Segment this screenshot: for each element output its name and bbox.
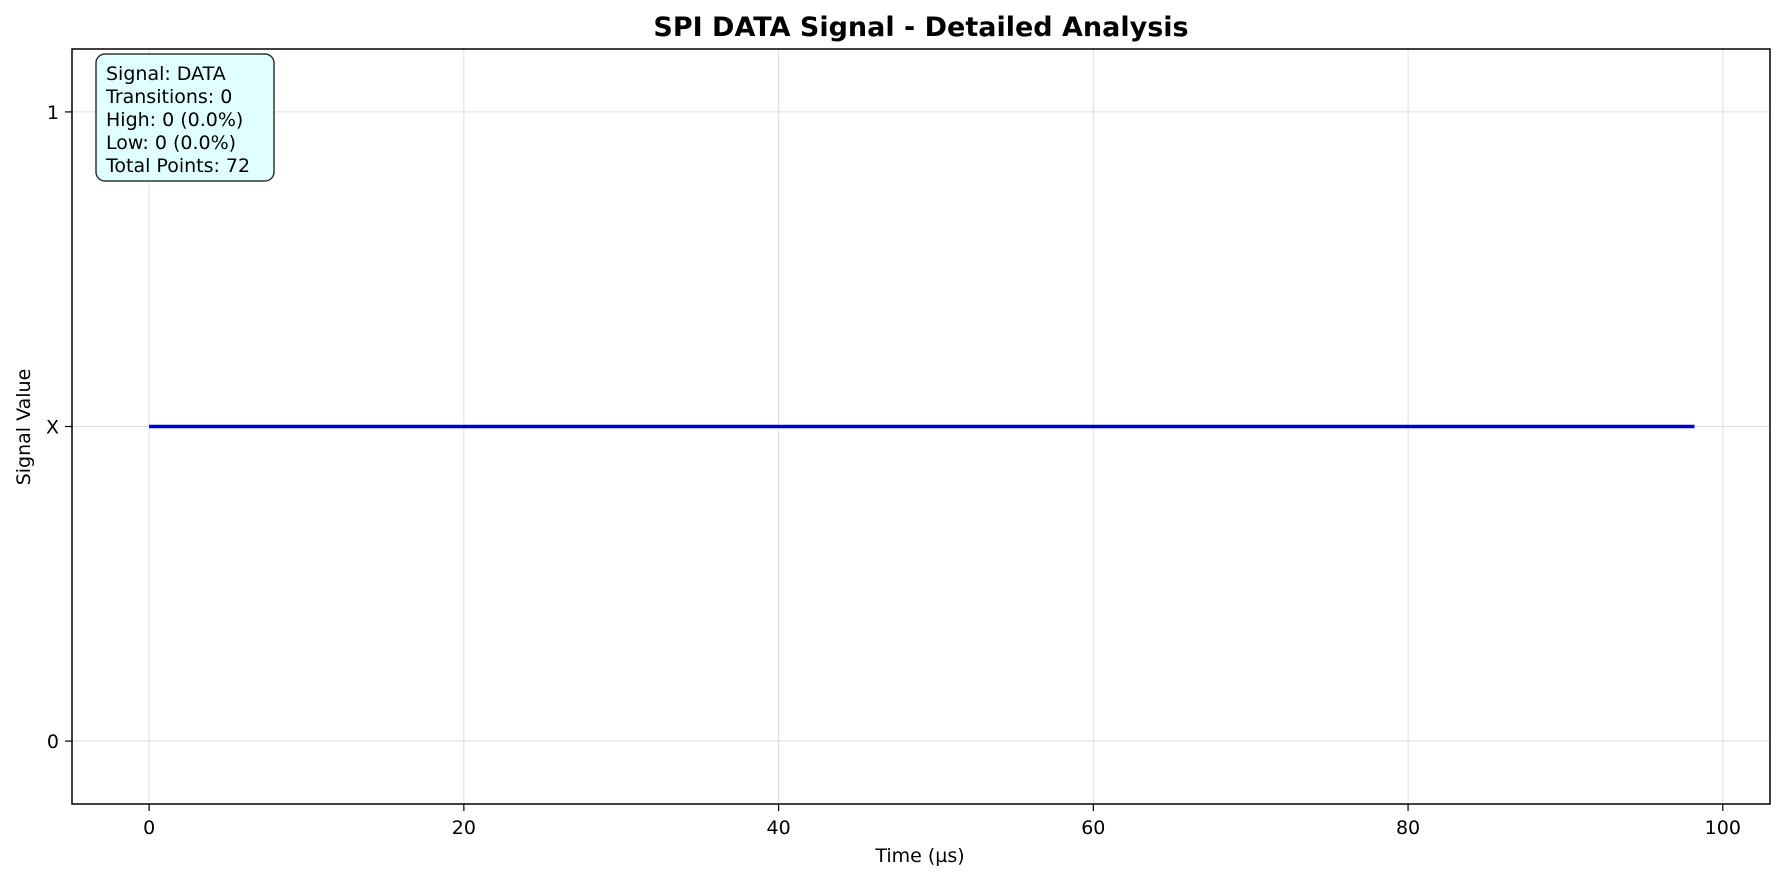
info-box-line-4: Total Points: 72 (105, 155, 250, 177)
y-tick-label-2: 1 (47, 102, 59, 124)
x-tick-label-1: 20 (452, 817, 476, 839)
info-box-line-0: Signal: DATA (106, 63, 226, 85)
y-axis: 0 X 1 (46, 102, 72, 753)
x-tick-label-0: 0 (143, 817, 155, 839)
info-box-line-3: Low: 0 (0.0%) (106, 132, 236, 154)
x-tick-label-2: 40 (766, 817, 790, 839)
y-tick-label-1: X (46, 417, 59, 439)
x-tick-label-5: 100 (1705, 817, 1741, 839)
chart-title: SPI DATA Signal - Detailed Analysis (653, 12, 1188, 43)
x-axis: 0 20 40 60 80 100 (143, 804, 1741, 839)
y-tick-label-0: 0 (47, 731, 59, 753)
info-box-background (95, 53, 275, 182)
info-box-line-2: High: 0 (0.0%) (106, 109, 243, 131)
info-box-line-1: Transitions: 0 (105, 86, 232, 108)
x-axis-label: Time (µs) (874, 845, 964, 867)
x-tick-label-3: 60 (1081, 817, 1105, 839)
x-tick-label-4: 80 (1396, 817, 1420, 839)
y-axis-label: Signal Value (13, 369, 35, 486)
